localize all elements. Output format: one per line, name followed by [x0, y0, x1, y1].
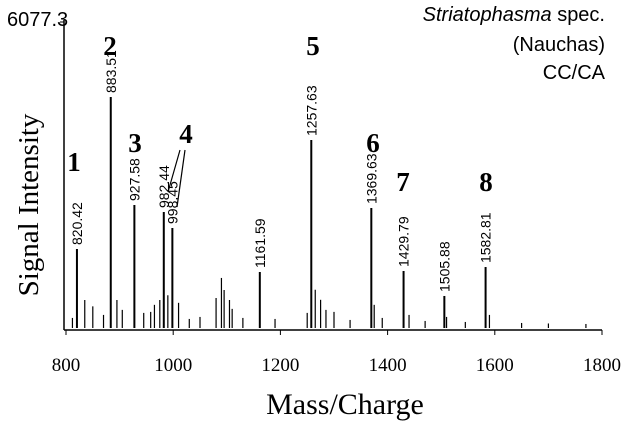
x-tick-label: 1800 — [583, 355, 621, 376]
title-line: (Nauchas) — [513, 34, 605, 56]
x-tick-label: 1200 — [261, 355, 299, 376]
peak-label: 1161.59 — [252, 218, 268, 268]
x-tick-label: 1600 — [476, 355, 514, 376]
x-axis-label: Mass/Charge — [266, 388, 424, 421]
x-tick-label: 1000 — [154, 355, 192, 376]
peak-label: 1582.81 — [478, 212, 494, 263]
pointer-line — [167, 149, 181, 193]
peak-label: 982.44 — [156, 165, 172, 208]
peak-label: 927.58 — [126, 158, 142, 201]
peak-label: 820.42 — [69, 202, 85, 245]
peak-label: 1257.63 — [303, 85, 319, 136]
y-axis-label: Signal Intensity — [13, 113, 45, 296]
peak-number: 8 — [479, 167, 493, 197]
x-tick-label: 800 — [52, 355, 81, 376]
x-tick-label: 1400 — [369, 355, 407, 376]
peak-number: 7 — [396, 167, 410, 197]
peak-number: 2 — [103, 31, 117, 61]
peak-label: 1429.79 — [396, 216, 412, 267]
peak-label: 883.51 — [103, 50, 119, 93]
peak-label: 1505.88 — [436, 241, 452, 292]
peak-number: 1 — [67, 147, 81, 177]
peak-number: 3 — [128, 128, 142, 158]
peak-number: 5 — [306, 31, 320, 61]
peak-number: 4 — [179, 119, 193, 149]
title-line: CC/CA — [543, 62, 606, 84]
pointer-line — [176, 149, 186, 208]
peak-number: 6 — [366, 128, 380, 158]
y-max-label: 6077.3 — [7, 9, 68, 31]
chart-title: Striatophasma spec. — [423, 4, 605, 26]
peak-label: 1369.63 — [363, 153, 379, 204]
peak-label: 998.45 — [164, 181, 180, 224]
title-species: Striatophasma — [423, 4, 552, 26]
title-rest: spec. — [557, 4, 605, 26]
